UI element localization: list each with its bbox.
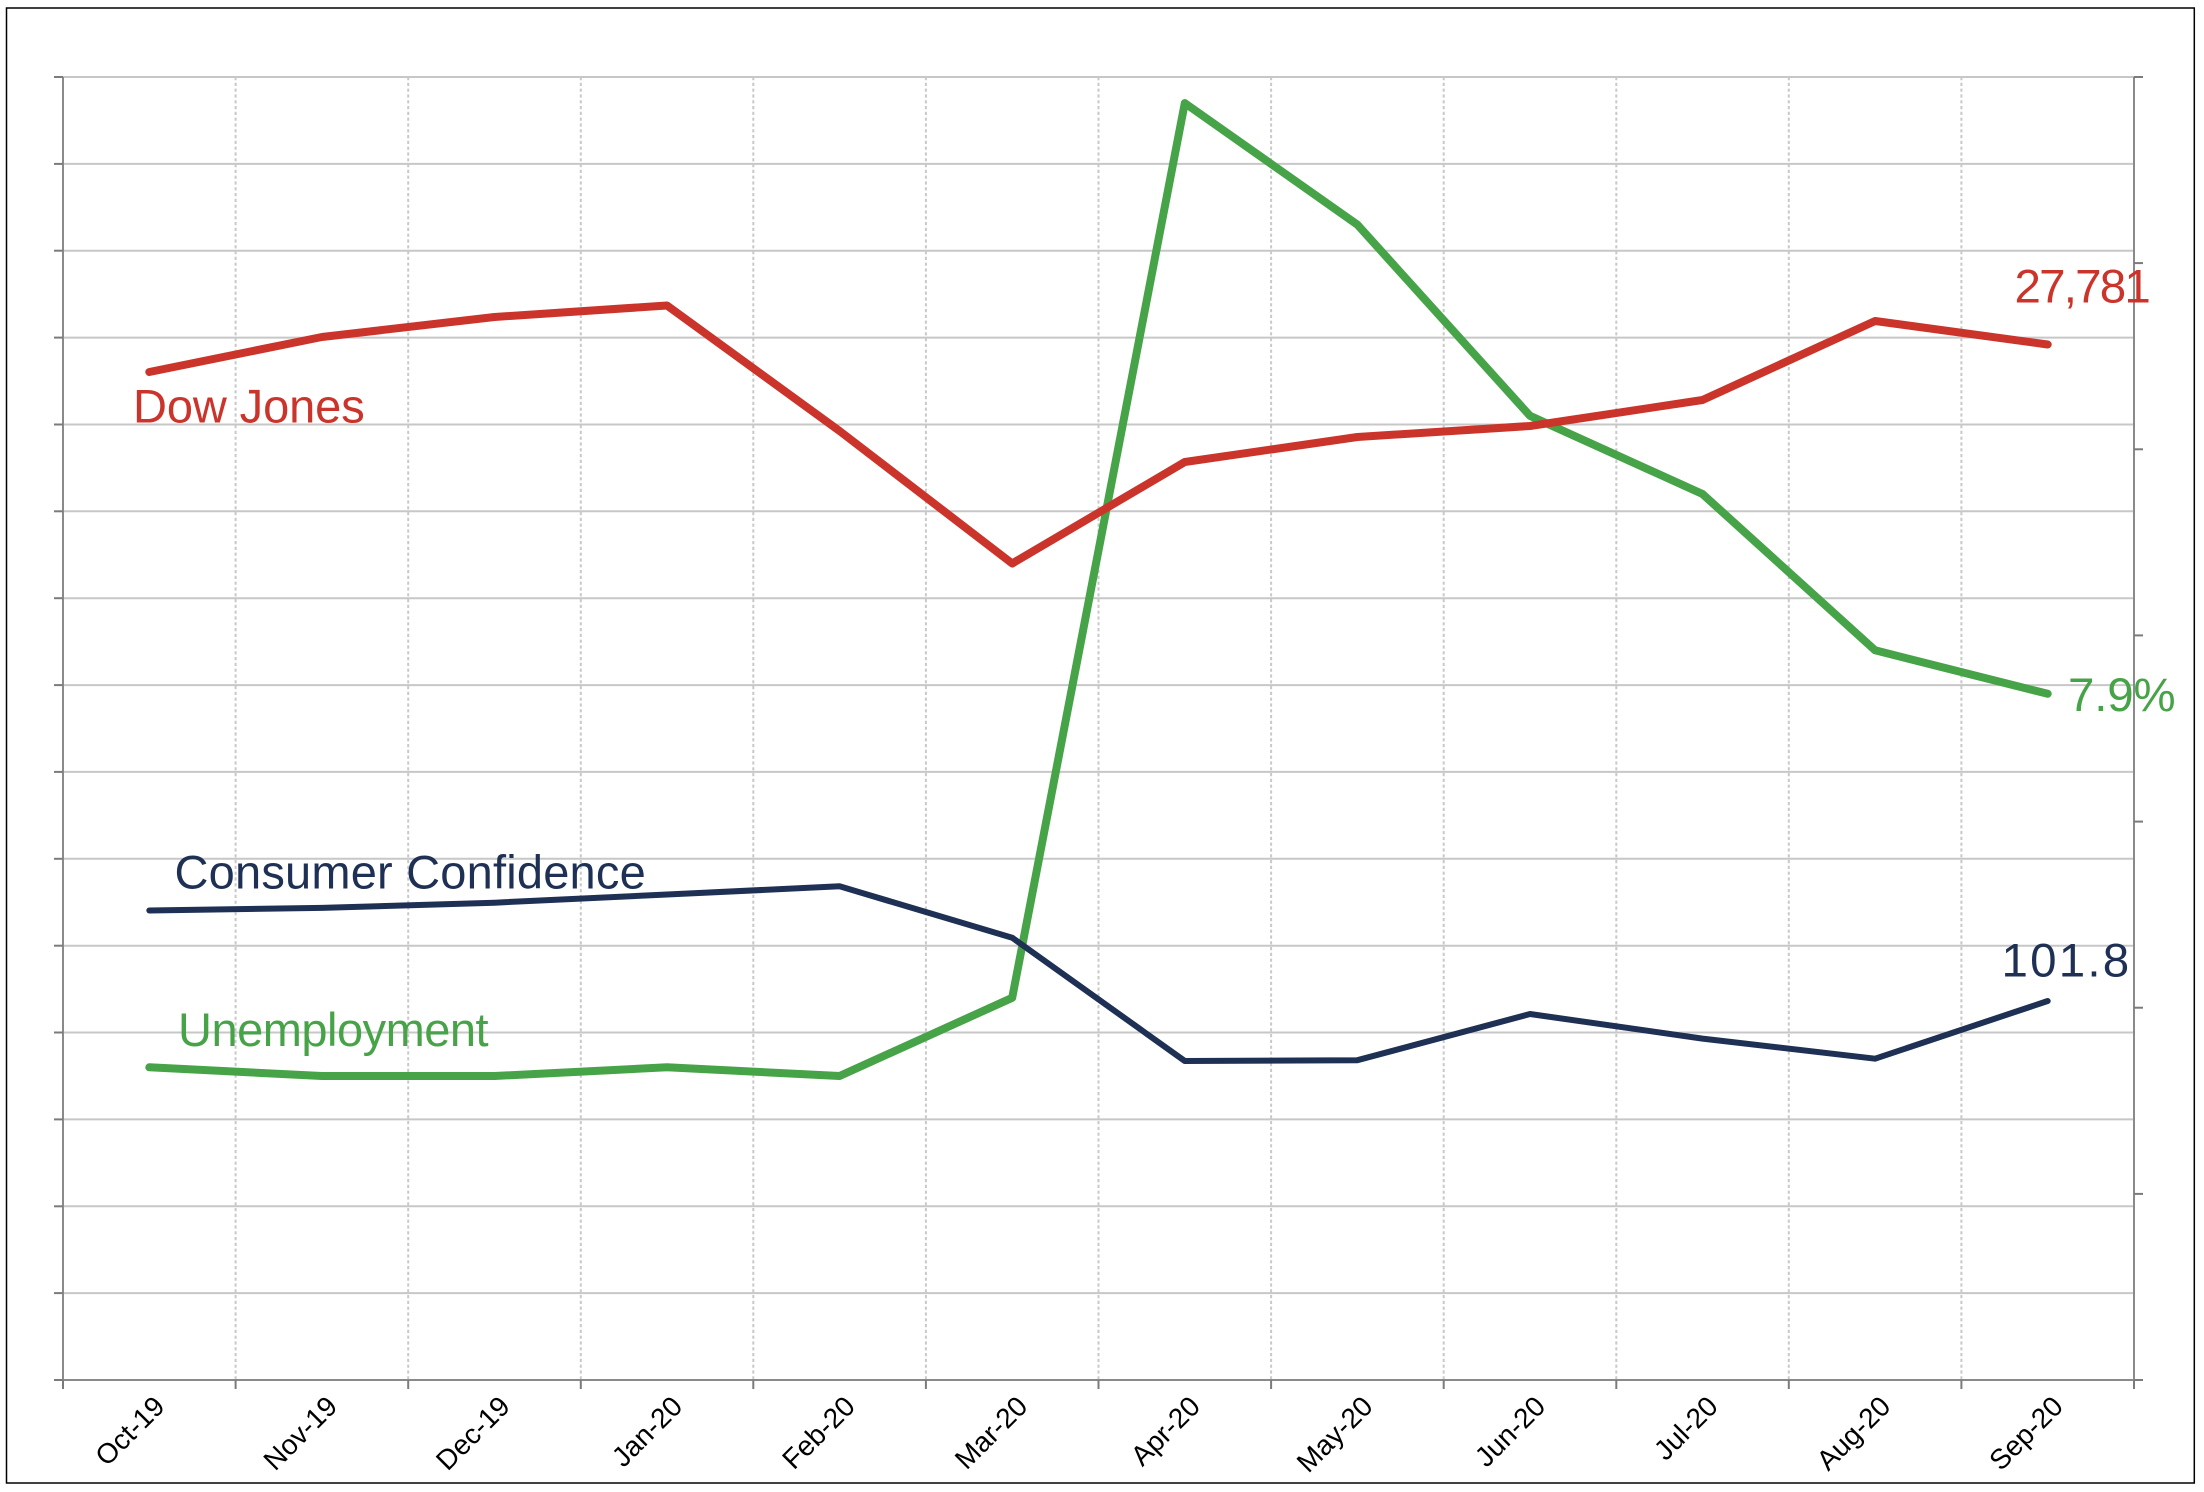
svg-text:Dow Jones: Dow Jones [133, 380, 365, 433]
svg-text:7.9%: 7.9% [2068, 669, 2175, 722]
svg-text:27,781: 27,781 [2015, 260, 2150, 313]
svg-text:101.8: 101.8 [2002, 935, 2132, 988]
svg-text:Unemployment: Unemployment [178, 1003, 489, 1056]
svg-text:Consumer Confidence: Consumer Confidence [175, 846, 646, 899]
